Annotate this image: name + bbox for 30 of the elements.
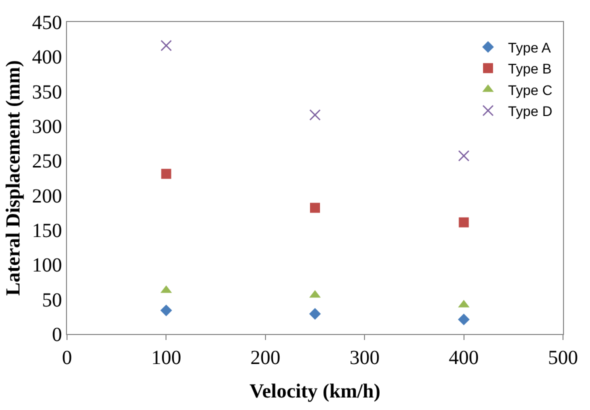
y-tick-label: 250 [32, 150, 62, 173]
point [458, 314, 470, 326]
x-tick-label: 300 [350, 347, 380, 369]
point [458, 150, 470, 162]
y-tick-label: 150 [32, 220, 62, 242]
point [309, 308, 321, 320]
y-tick-label: 0 [52, 324, 62, 346]
y-tick-label: 400 [32, 46, 62, 69]
legend-label: Type A [508, 39, 552, 56]
y-tick-label: 350 [32, 81, 62, 104]
x-tick-label: 400 [448, 347, 479, 369]
point [458, 217, 469, 228]
point [310, 202, 320, 213]
y-tick-label: 300 [32, 116, 62, 138]
x-tick-label: 500 [548, 347, 578, 369]
point [160, 304, 172, 316]
legend-label: Type D [508, 103, 552, 120]
y-tick-label: 100 [32, 254, 62, 277]
y-axis-title: Lateral Displacement (mm) [2, 60, 24, 296]
point [161, 168, 172, 179]
point [160, 40, 172, 52]
y-tick-label: 450 [32, 12, 62, 34]
point [309, 109, 321, 121]
x-tick-label: 200 [250, 347, 280, 369]
x-axis-title: Velocity (km/h) [250, 380, 380, 402]
x-tick-label: 100 [151, 347, 182, 369]
y-tick-label: 50 [42, 289, 62, 312]
legend-label: Type B [508, 60, 552, 77]
legend-label: Type C [508, 82, 552, 98]
y-tick-label: 200 [32, 185, 62, 208]
